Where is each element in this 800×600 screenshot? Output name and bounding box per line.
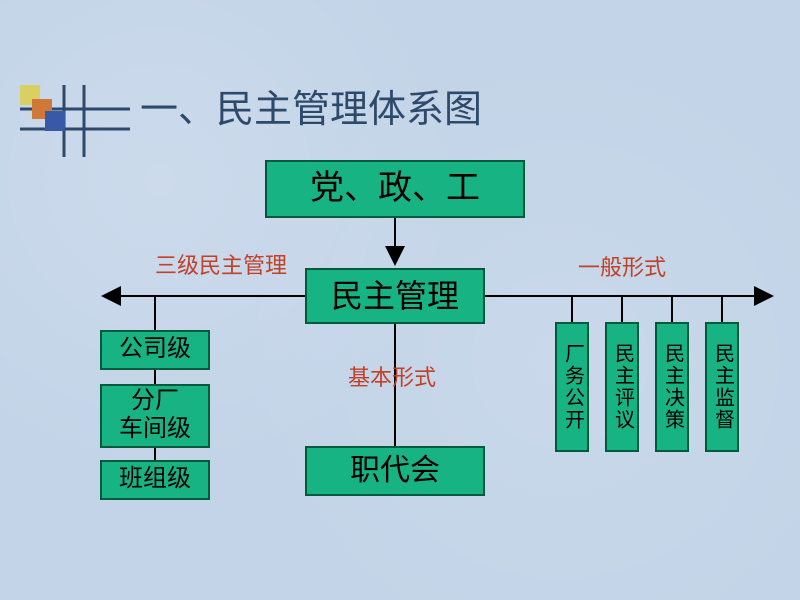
node-top: 党、政、工 [265, 160, 525, 218]
node-level1: 公司级 [100, 330, 210, 370]
node-form4: 民主监督 [705, 322, 739, 452]
label-basic-form: 基本形式 [348, 360, 436, 392]
node-form3: 民主决策 [655, 322, 689, 452]
node-level3: 班组级 [100, 460, 210, 500]
label-general-form: 一般形式 [578, 250, 666, 282]
node-mid: 民主管理 [305, 268, 485, 324]
node-form2: 民主评议 [605, 322, 639, 452]
node-level2: 分厂 车间级 [100, 384, 210, 448]
label-three-level: 三级民主管理 [155, 248, 287, 280]
slide-bullet-decoration [20, 85, 120, 155]
slide-title: 一、民主管理体系图 [140, 78, 482, 133]
node-bottom: 职代会 [305, 446, 485, 496]
node-form1: 厂务公开 [555, 322, 589, 452]
